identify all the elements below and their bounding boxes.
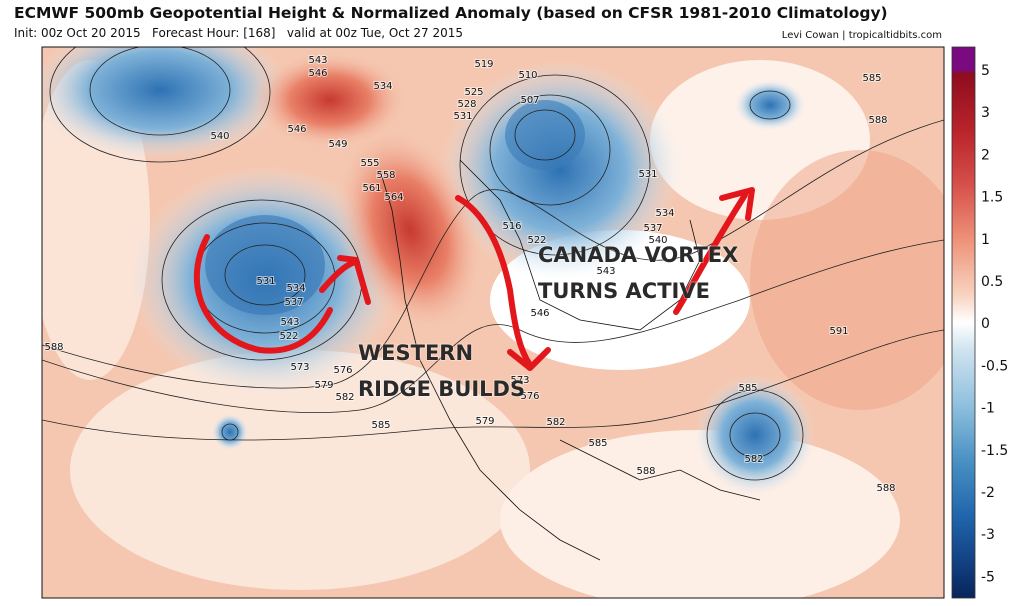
colorbar-label: 0.5 bbox=[981, 274, 1003, 290]
contour-label: 540 bbox=[210, 131, 229, 142]
contour-label: 543 bbox=[308, 55, 327, 66]
colorbar-label: -5 bbox=[981, 569, 995, 585]
contour-label: 534 bbox=[373, 81, 392, 92]
contour-label: 582 bbox=[744, 454, 763, 465]
colorbar-label: 3 bbox=[981, 105, 990, 121]
contour-label: 507 bbox=[520, 95, 539, 106]
contour-label: 531 bbox=[256, 276, 275, 287]
contour-label: 522 bbox=[279, 331, 298, 342]
contour-label: 546 bbox=[308, 68, 327, 79]
contour-label: 531 bbox=[638, 169, 657, 180]
contour-label: 582 bbox=[546, 417, 565, 428]
contour-label: 510 bbox=[518, 70, 537, 81]
contours bbox=[42, 47, 944, 481]
contour-label: 516 bbox=[502, 221, 521, 232]
contour-label: 588 bbox=[636, 466, 655, 477]
contour-label: 585 bbox=[862, 73, 881, 84]
colorbar-label: -0.5 bbox=[981, 358, 1008, 374]
contour-label: 561 bbox=[362, 183, 381, 194]
contour-label: 585 bbox=[738, 383, 757, 394]
contour-label: 555 bbox=[360, 158, 379, 169]
contour-label: 588 bbox=[44, 342, 63, 353]
colorbar-label: 0 bbox=[981, 316, 990, 332]
contour-label: 537 bbox=[643, 223, 662, 234]
contour-label: 543 bbox=[280, 317, 299, 328]
colorbar-label: 1 bbox=[981, 232, 990, 248]
coastlines bbox=[379, 159, 761, 561]
colorbar-label: -2 bbox=[981, 485, 995, 501]
colorbar-label: -1 bbox=[981, 401, 995, 417]
contour-label: 540 bbox=[648, 235, 667, 246]
annotation: WESTERN bbox=[358, 341, 473, 365]
contour-label: 522 bbox=[527, 235, 546, 246]
annotation: TURNS ACTIVE bbox=[538, 279, 710, 303]
contour-label: 576 bbox=[520, 391, 539, 402]
credit: Levi Cowan | tropicaltidbits.com bbox=[782, 30, 942, 41]
contour-label: 588 bbox=[876, 483, 895, 494]
annotation: CANADA VORTEX bbox=[538, 243, 738, 267]
arrows bbox=[193, 187, 755, 371]
contour-label: 573 bbox=[510, 375, 529, 386]
contour-label: 543 bbox=[596, 266, 615, 277]
contour-label: 582 bbox=[335, 392, 354, 403]
contour-label: 564 bbox=[384, 192, 403, 203]
contour-label: 534 bbox=[286, 283, 305, 294]
contour-label: 585 bbox=[588, 438, 607, 449]
contour-label: 537 bbox=[284, 297, 303, 308]
contour-label: 585 bbox=[371, 420, 390, 431]
contour-label: 531 bbox=[453, 111, 472, 122]
contour-label: 558 bbox=[376, 170, 395, 181]
colorbar bbox=[951, 46, 976, 599]
contour-label: 525 bbox=[464, 87, 483, 98]
contour-label: 591 bbox=[829, 326, 848, 337]
contour-label: 588 bbox=[868, 115, 887, 126]
contour-label: 579 bbox=[314, 380, 333, 391]
contour-label: 534 bbox=[655, 208, 674, 219]
contour-label: 546 bbox=[287, 124, 306, 135]
colorbar-labels: 5 3 2 1.5 1 0.5 0 -0.5 -1 -1.5 -2 -3 -5 bbox=[981, 63, 1008, 585]
contour-label: 546 bbox=[530, 308, 549, 319]
map-frame bbox=[41, 46, 945, 599]
subtitle: Init: 00z Oct 20 2015 Forecast Hour: [16… bbox=[14, 26, 463, 40]
contour-labels: 543 546 534 519 510 525 507 528 531 540 … bbox=[43, 54, 896, 495]
contour-label: 576 bbox=[333, 365, 352, 376]
contour-label: 549 bbox=[328, 139, 347, 150]
contour-label: 519 bbox=[474, 59, 493, 70]
contour-label: 579 bbox=[475, 416, 494, 427]
contour-label: 528 bbox=[457, 99, 476, 110]
colorbar-label: 5 bbox=[981, 63, 990, 79]
colorbar-label: 2 bbox=[981, 147, 990, 163]
colorbar-label: 1.5 bbox=[981, 190, 1003, 206]
annotation: RIDGE BUILDS bbox=[358, 377, 525, 401]
colorbar-label: -3 bbox=[981, 527, 995, 543]
map: 543 546 534 519 510 525 507 528 531 540 … bbox=[42, 47, 944, 598]
colorbar-label: -1.5 bbox=[981, 443, 1008, 459]
title: ECMWF 500mb Geopotential Height & Normal… bbox=[14, 4, 888, 22]
contour-label: 573 bbox=[290, 362, 309, 373]
